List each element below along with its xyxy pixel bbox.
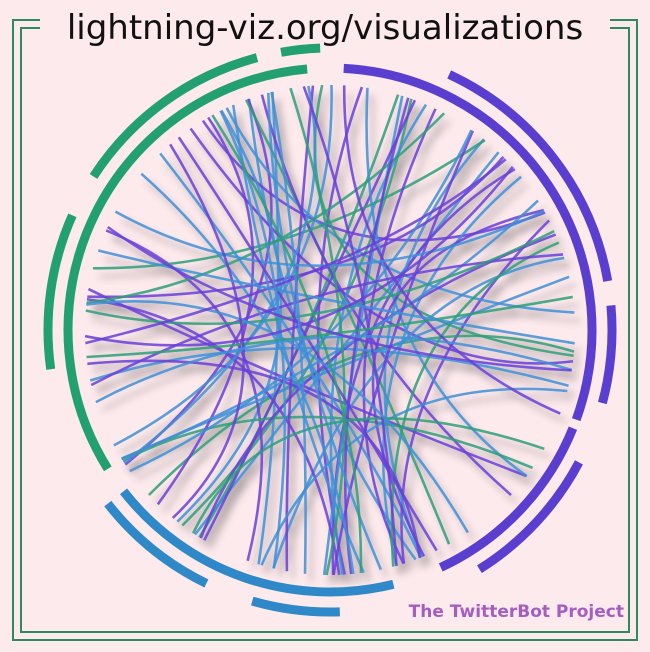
chord-link — [203, 99, 417, 541]
chord-link — [85, 158, 507, 345]
chord-link — [84, 166, 514, 347]
chord-link — [86, 112, 446, 305]
chord-link — [344, 97, 410, 575]
group-arc-purple-main — [343, 63, 597, 422]
group-arc-blue-main — [119, 488, 395, 597]
chord-link — [362, 108, 437, 565]
chord-link — [383, 138, 485, 558]
group-arc-green-outer-b — [89, 53, 259, 179]
chord-link — [316, 86, 364, 575]
chord-link — [169, 143, 245, 519]
chord-link — [86, 297, 341, 576]
credit-label: The TwitterBot Project — [408, 602, 624, 622]
chord-link — [211, 114, 363, 574]
group-arc-blue-outer-b — [104, 500, 209, 588]
chord-link — [181, 98, 413, 527]
group-arc-green-outer-a — [43, 213, 77, 370]
chord-link — [89, 346, 569, 388]
group-arc-purple-lower — [438, 426, 578, 572]
chord-link — [342, 85, 561, 415]
chord-link — [302, 85, 398, 566]
group-arc-purple-outer-c — [477, 460, 583, 573]
chord-link — [231, 104, 365, 574]
chord-link — [90, 253, 564, 387]
chord-link — [106, 225, 572, 372]
chord-link — [121, 199, 539, 460]
chord-link — [86, 300, 469, 534]
chord-link — [92, 139, 486, 270]
group-arc-purple-outer-b — [598, 305, 617, 405]
chord-link — [289, 87, 346, 576]
chord-link — [270, 91, 307, 574]
chord-link — [86, 295, 573, 359]
group-arc-blue-outer-a — [251, 596, 340, 617]
group-arc-green-main — [63, 64, 308, 472]
chord-link — [114, 210, 545, 268]
group-arc-purple-outer-a — [447, 70, 613, 282]
chord-link — [189, 127, 574, 365]
chord-link — [97, 249, 575, 345]
page-title: lightning-viz.org/visualizations — [40, 6, 610, 50]
chord-link — [191, 416, 545, 534]
chord-link — [177, 136, 438, 552]
chord-link — [85, 229, 555, 326]
chord-link — [147, 334, 575, 496]
group-arc-green-outer-c — [280, 43, 321, 57]
